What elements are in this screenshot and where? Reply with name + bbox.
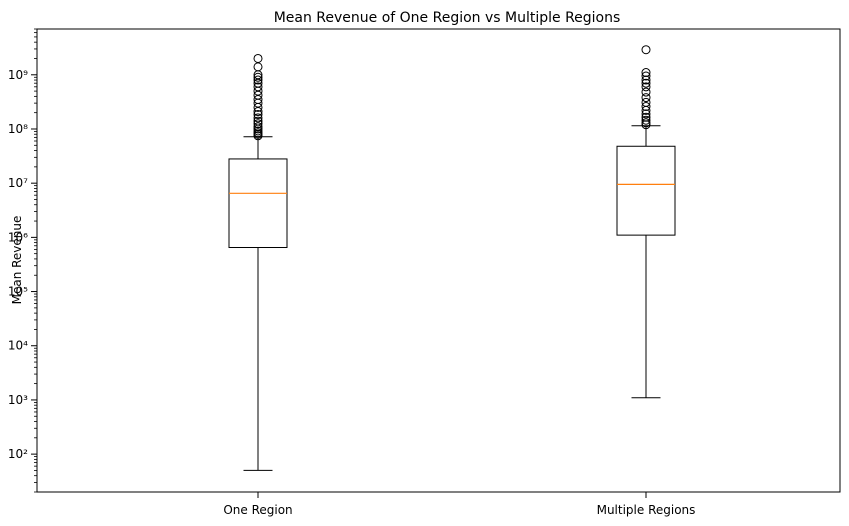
outlier-point (641, 68, 651, 78)
outlier-point (253, 82, 263, 92)
y-tick-label: 10⁸ (8, 122, 28, 136)
iqr-box (228, 158, 288, 249)
outlier-point (641, 112, 651, 122)
x-axis-ticks: One Region Multiple Regions (223, 492, 695, 517)
y-tick-label: 10⁶ (8, 230, 28, 244)
y-tick-label: 10⁷ (8, 176, 28, 190)
outlier-point (253, 62, 263, 72)
outlier-point (641, 115, 651, 125)
outlier-point (641, 71, 651, 81)
y-axis-ticks: 10² 10³ 10⁴ 10⁵ 10⁶ 10⁷ 10⁸ 10⁹ (8, 28, 37, 493)
outlier-point (641, 87, 651, 97)
box-series (228, 45, 676, 471)
outlier-point (641, 82, 651, 92)
y-tick-label: 10³ (8, 393, 28, 407)
outlier-point (641, 118, 651, 128)
y-axis-label: Mean Revenue (10, 216, 24, 305)
outlier-point (253, 113, 263, 123)
outlier-point (253, 110, 263, 120)
outlier-point (641, 93, 651, 103)
y-tick-label: 10² (8, 447, 28, 461)
outlier-point (641, 75, 651, 85)
outlier-point (253, 75, 263, 85)
box-group (616, 45, 676, 399)
outlier-point (641, 101, 651, 111)
x-tick-label: Multiple Regions (597, 503, 696, 517)
outlier-point (253, 53, 263, 63)
y-tick-label: 10⁹ (8, 68, 28, 82)
plot-frame (36, 28, 841, 493)
outlier-point (641, 109, 651, 119)
outlier-point (641, 45, 651, 55)
outlier-point (641, 97, 651, 107)
outlier-point (253, 119, 263, 129)
iqr-box (616, 145, 676, 236)
y-tick-label: 10⁵ (8, 285, 28, 299)
outlier-point (641, 78, 651, 88)
y-tick-label: 10⁴ (8, 339, 28, 353)
x-tick-label: One Region (223, 503, 292, 517)
chart-title: Mean Revenue of One Region vs Multiple R… (274, 10, 621, 26)
outlier-point (253, 72, 263, 82)
box-group (228, 53, 288, 471)
outlier-point (253, 122, 263, 132)
outlier-point (253, 116, 263, 126)
